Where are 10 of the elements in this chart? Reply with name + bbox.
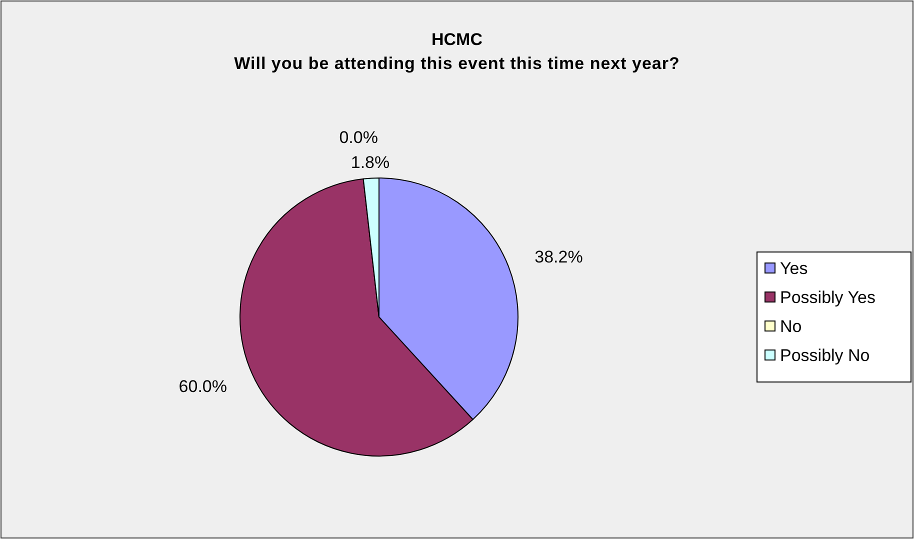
legend-label: Yes [780,258,808,278]
data-label: 60.0% [178,377,228,396]
text: 0.0% [339,128,378,148]
legend-label: Possibly No [780,346,870,365]
data-label: 1.8% [350,153,390,172]
chart-title: HCMC [432,30,482,49]
legend-label: Possibly Yes [780,288,876,307]
legend-label: No [780,316,802,336]
chart-subtitle: Will you be attending this event this time next year? [234,54,680,73]
data-label: 38.2% [534,247,583,266]
